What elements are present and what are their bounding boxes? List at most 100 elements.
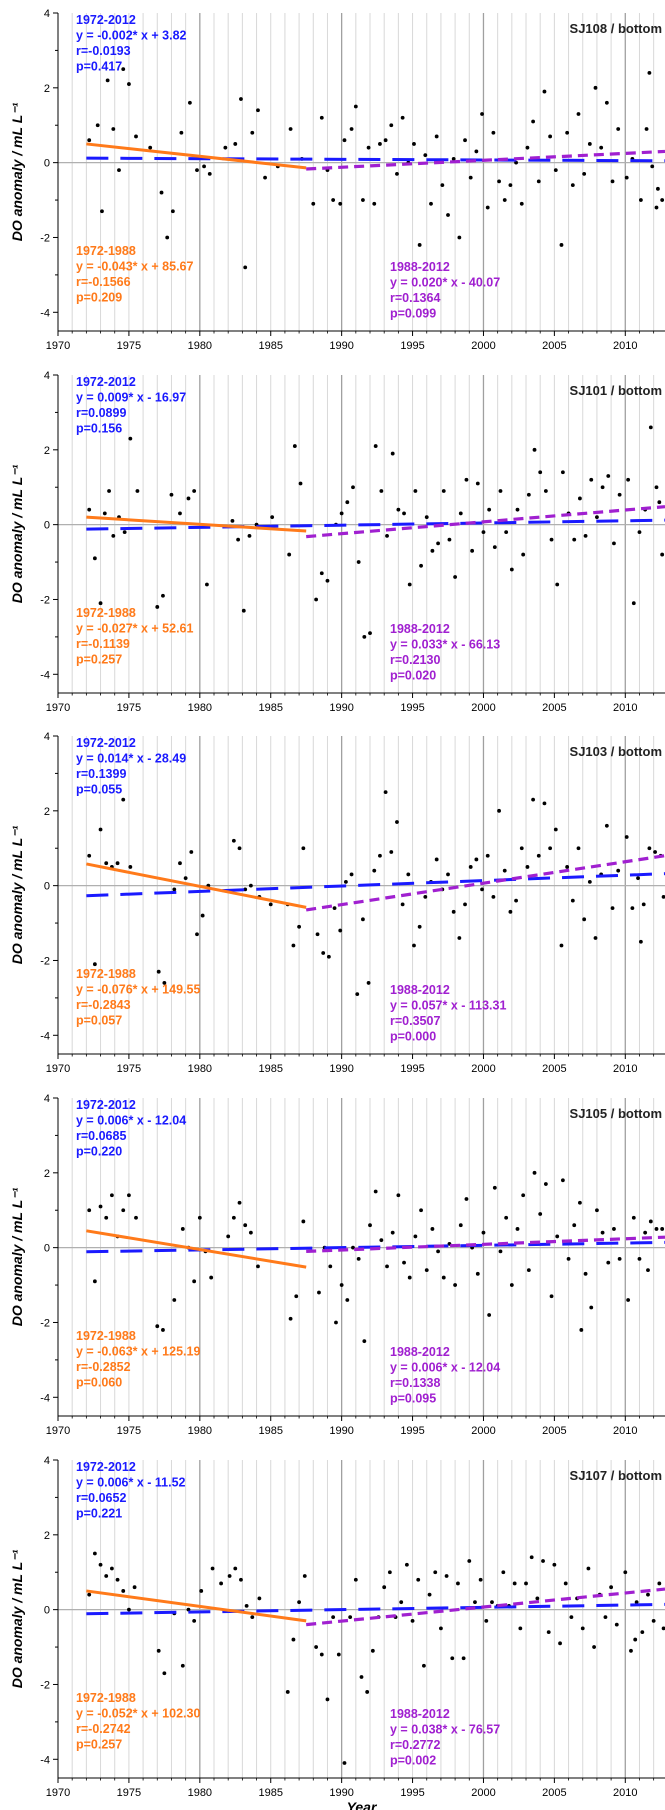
x-tick-label: 2010 (613, 702, 637, 714)
annotation-1972-2012-r: r=-0.0193 (76, 44, 131, 58)
data-point (538, 1212, 543, 1216)
x-tick-label: 1990 (329, 1425, 353, 1437)
data-point (165, 235, 170, 240)
annotation-1972-2012-label: 1972-2012 (76, 736, 136, 750)
data-point (656, 186, 660, 191)
data-point (199, 1589, 204, 1593)
station-title: SJ101 / bottom (570, 383, 662, 398)
data-point (610, 179, 615, 184)
data-point (429, 201, 433, 206)
data-point (549, 537, 554, 542)
x-tick-label: 2010 (613, 1425, 637, 1437)
data-point (387, 1570, 392, 1575)
data-point (98, 827, 103, 832)
x-tick-label: 1990 (329, 702, 353, 714)
annotation-1972-2012-equation: y = 0.014* x - 28.49 (76, 752, 186, 766)
data-point (127, 1193, 131, 1198)
y-tick-label: 0 (44, 520, 50, 532)
data-point (474, 149, 479, 154)
data-point (183, 876, 188, 881)
data-point (102, 511, 107, 516)
y-tick-label: -2 (40, 594, 50, 606)
annotation-1972-1988-r: r=-0.1139 (76, 637, 130, 651)
data-point (104, 1574, 109, 1578)
data-point (231, 1215, 236, 1220)
data-point (200, 913, 205, 918)
data-point (508, 909, 513, 914)
data-point (342, 138, 347, 143)
data-point (162, 1671, 167, 1676)
annotation-1972-1988-equation: y = -0.076* x + 149.55 (76, 983, 200, 997)
data-point (640, 1630, 645, 1634)
data-point (115, 861, 120, 866)
data-point (654, 205, 659, 210)
annotation-1988-2012-r: r=0.3507 (390, 1014, 440, 1028)
data-point (319, 115, 324, 120)
data-point (256, 1264, 260, 1269)
data-point (334, 1320, 338, 1325)
data-point (180, 1227, 185, 1231)
data-point (319, 571, 324, 576)
data-point (402, 511, 406, 516)
data-point (549, 1294, 554, 1299)
station-title: SJ105 / bottom (570, 1106, 662, 1121)
y-tick-label: 2 (44, 1168, 50, 1180)
y-tick-label: 0 (44, 1605, 50, 1617)
data-point (542, 801, 547, 806)
annotation-1988-2012-r: r=0.1338 (390, 1376, 440, 1390)
data-point (514, 160, 518, 165)
station-title: SJ108 / bottom (570, 21, 662, 36)
data-point (373, 1189, 378, 1194)
data-point (610, 906, 615, 910)
data-point (257, 1596, 262, 1601)
data-point (430, 1227, 435, 1231)
data-point (501, 1570, 506, 1575)
data-point (638, 198, 643, 202)
y-tick-label: 0 (44, 881, 50, 893)
data-point (270, 515, 275, 520)
data-point (92, 1551, 97, 1556)
data-point (291, 943, 296, 948)
data-point (595, 515, 599, 520)
x-tick-label: 1990 (329, 340, 353, 352)
data-point (617, 492, 622, 497)
data-point (412, 943, 416, 948)
data-point (406, 872, 411, 877)
data-point (413, 489, 418, 493)
data-point (519, 846, 524, 851)
annotation-1972-1988-p: p=0.257 (76, 1738, 122, 1752)
data-point (475, 481, 480, 486)
y-tick-label: 4 (44, 731, 50, 743)
data-point (227, 1574, 232, 1578)
data-point (536, 853, 541, 858)
data-point (623, 1570, 628, 1575)
regression-line-1988-2012 (306, 1587, 665, 1627)
regression-line-1988-2012 (306, 505, 665, 539)
annotation-1972-1988-label: 1972-1988 (76, 606, 136, 620)
data-point (336, 1652, 341, 1657)
station-title: SJ103 / bottom (570, 744, 662, 759)
data-point (637, 530, 642, 535)
data-point (509, 1283, 514, 1287)
data-point (179, 130, 184, 135)
data-point (361, 917, 365, 922)
data-point (595, 1208, 599, 1213)
data-point (365, 1690, 370, 1694)
data-point (109, 1566, 114, 1571)
data-point (572, 537, 577, 542)
data-point (233, 142, 238, 146)
data-point (343, 880, 348, 884)
data-point (148, 145, 153, 150)
data-point (612, 1227, 616, 1231)
data-point (646, 1268, 650, 1272)
data-point (385, 533, 389, 538)
data-point (631, 601, 636, 606)
data-point (243, 265, 248, 270)
annotation-1988-2012-p: p=0.000 (390, 1030, 436, 1044)
data-point (134, 1215, 138, 1220)
annotation-1988-2012-p: p=0.002 (390, 1754, 436, 1768)
data-point (453, 575, 458, 579)
data-point (156, 969, 161, 974)
data-point (644, 127, 649, 131)
